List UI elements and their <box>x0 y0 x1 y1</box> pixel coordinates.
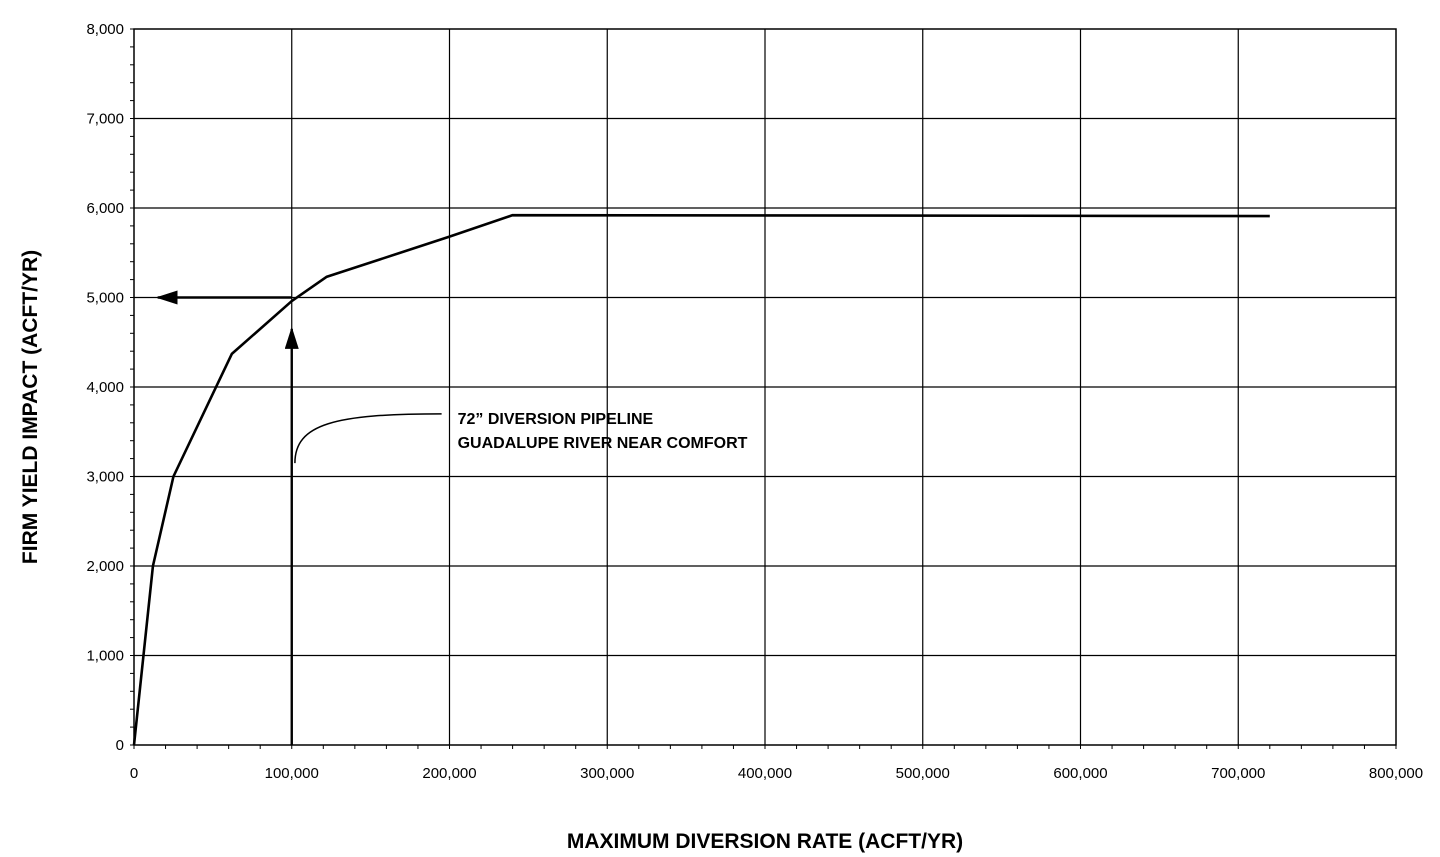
x-tick-label: 300,000 <box>580 765 634 782</box>
tick-labels: 0 1,000 2,000 3,000 4,000 5,000 6,000 7,000 8,00… <box>86 21 1423 782</box>
y-tick-label: 6,000 <box>86 200 124 217</box>
arrows <box>155 290 299 745</box>
annotation-leader <box>294 413 442 464</box>
annotation-text: GUADALUPE RIVER NEAR COMFORT <box>458 435 748 452</box>
grid <box>130 28 1397 749</box>
y-tick-label: 8,000 <box>86 21 124 38</box>
x-axis-title: MAXIMUM DIVERSION RATE (ACFT/YR) <box>567 830 963 853</box>
x-tick-label: 200,000 <box>422 765 476 782</box>
series <box>132 213 1270 746</box>
y-tick-label: 2,000 <box>86 558 124 575</box>
x-tick-label: 0 <box>130 765 138 782</box>
y-axis-title: FIRM YIELD IMPACT (ACFT/YR) <box>19 250 42 564</box>
y-tick-label: 0 <box>116 737 124 754</box>
plot-frame <box>133 28 1397 746</box>
y-tick-label: 1,000 <box>86 648 124 665</box>
x-tick-label: 800,000 <box>1369 765 1423 782</box>
y-tick-label: 3,000 <box>86 469 124 486</box>
x-tick-label: 600,000 <box>1053 765 1107 782</box>
y-tick-label: 7,000 <box>86 111 124 128</box>
x-tick-label: 700,000 <box>1211 765 1265 782</box>
annotations: 72” DIVERSION PIPELINE GUADALUPE RIVER NE… <box>294 411 748 464</box>
series-line <box>132 213 1270 746</box>
y-tick-label: 4,000 <box>86 379 124 396</box>
y-tick-label: 5,000 <box>86 290 124 307</box>
annotation-text: 72” DIVERSION PIPELINE <box>458 411 654 428</box>
x-tick-label: 400,000 <box>738 765 792 782</box>
x-tick-label: 500,000 <box>896 765 950 782</box>
x-tick-label: 100,000 <box>265 765 319 782</box>
